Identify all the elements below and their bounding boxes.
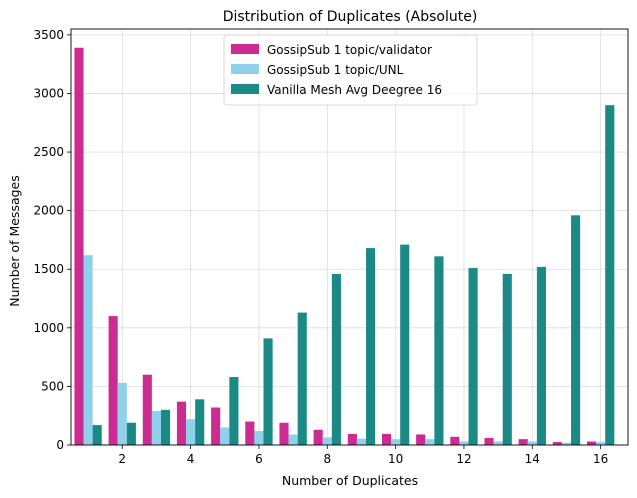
bar-series-2-x-13 [493,441,503,445]
bar-series-2-x-6 [254,430,264,445]
bar-series-1-x-12 [450,436,460,445]
legend-swatch [231,64,259,74]
x-tick-label: 10 [388,452,403,466]
bar-series-2-x-14 [527,441,537,445]
bar-series-3-x-1 [92,425,102,445]
legend-swatch [231,44,259,54]
bar-series-2-x-5 [220,427,230,445]
legend-swatch [231,84,259,94]
legend: GossipSub 1 topic/validator GossipSub 1 t… [223,34,478,106]
y-axis-label: Number of Messages [7,175,22,307]
x-tick-label: 14 [525,452,540,466]
y-axis: 0 500 1000 1500 2000 2500 3000 3500 [33,28,71,452]
bar-series-3-x-16 [605,105,615,446]
x-tick-label: 6 [255,452,263,466]
legend-box [223,34,478,106]
bar-series-2-x-16 [596,442,606,445]
bar-series-3-x-4 [195,399,205,445]
bar-series-1-x-15 [552,442,562,445]
bar-series-1-x-5 [211,407,221,445]
bar-series-1-x-4 [176,401,187,445]
y-tick-label: 3500 [33,28,64,42]
y-tick-label: 2500 [33,145,64,159]
bar-series-2-x-9 [356,438,367,445]
x-tick-label: 12 [456,452,471,466]
bar-series-3-x-6 [263,338,273,445]
bar-series-2-x-7 [288,434,298,445]
bar-series-1-x-11 [416,434,426,445]
bar-series-3-x-10 [400,244,410,445]
bar-series-1-x-9 [347,433,357,445]
chart-title: Distribution of Duplicates (Absolute) [223,9,478,25]
bar-series-3-x-8 [331,273,341,445]
x-tick-label: 16 [593,452,608,466]
legend-entry: GossipSub 1 topic/validator [267,43,432,57]
bar-series-2-x-12 [459,441,469,445]
x-axis-label: Number of Duplicates [282,473,418,488]
bar-series-1-x-14 [518,439,528,445]
bar-series-2-x-3 [151,411,161,445]
legend-entry: Vanilla Mesh Avg Deegree 16 [267,83,442,97]
bar-series-3-x-15 [571,215,581,445]
bar-series-1-x-6 [245,421,255,445]
bar-series-1-x-3 [142,374,152,445]
y-tick-label: 500 [41,379,64,393]
x-tick-label: 8 [323,452,331,466]
plot-frame [70,28,629,446]
bars [74,47,615,446]
bar-series-3-x-9 [366,248,376,445]
bar-series-2-x-1 [83,255,93,445]
bar-series-2-x-15 [561,442,572,445]
bar-series-2-x-4 [186,419,196,445]
legend-entry: GossipSub 1 topic/UNL [267,63,404,77]
y-tick-label: 0 [56,438,64,452]
bar-series-1-x-10 [381,433,392,445]
y-tick-label: 3000 [33,86,64,100]
bar-series-2-x-11 [425,439,435,445]
bar-series-1-x-13 [484,437,494,445]
bar-series-3-x-14 [536,266,546,445]
bar-series-2-x-10 [391,439,401,445]
bar-series-1-x-1 [74,47,84,445]
bar-series-3-x-12 [468,268,478,445]
bar-series-1-x-16 [586,441,597,445]
bar-series-1-x-2 [108,316,118,445]
bar-series-3-x-3 [160,409,171,445]
bar-series-2-x-8 [322,437,332,445]
bar-series-3-x-13 [502,273,512,445]
x-tick-label: 2 [118,452,126,466]
bar-series-1-x-8 [313,429,323,445]
bar-series-3-x-11 [434,256,444,445]
bar-series-3-x-5 [229,377,239,445]
x-tick-label: 4 [187,452,195,466]
bar-series-2-x-2 [117,382,127,445]
y-tick-label: 2000 [33,204,64,218]
y-tick-label: 1500 [33,262,64,276]
bar-series-1-x-7 [279,422,289,445]
y-tick-label: 1000 [33,321,64,335]
bar-series-3-x-2 [126,422,136,445]
bar-series-3-x-7 [297,312,307,445]
x-axis: 2 4 6 8 10 12 14 16 [118,445,608,466]
